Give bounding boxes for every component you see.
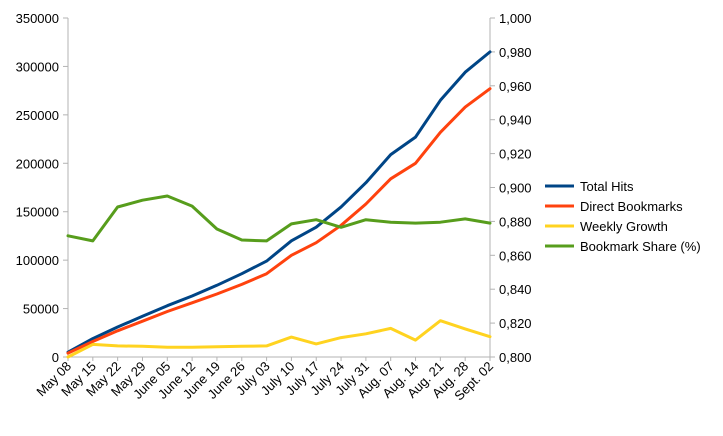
series-line-direct-bookmarks [66,87,492,355]
series-line-weekly-growth [66,319,492,359]
right-tick-label: 0,980 [499,45,532,60]
right-tick-label: 0,820 [499,316,532,331]
series-line-bookmark-share [66,194,492,243]
left-tick-label: 250000 [16,108,59,123]
left-tick-label: 50000 [23,302,59,317]
legend-label: Total Hits [580,179,634,194]
right-tick-label: 0,860 [499,248,532,263]
right-tick-label: 0,900 [499,181,532,196]
legend-label: Bookmark Share (%) [580,239,701,254]
legend-label: Direct Bookmarks [580,199,683,214]
right-tick-label: 0,940 [499,113,532,128]
right-tick-label: 0,960 [499,79,532,94]
right-tick-label: 0,840 [499,282,532,297]
legend-label: Weekly Growth [580,219,668,234]
right-tick-label: 1,000 [499,11,532,26]
left-tick-label: 200000 [16,156,59,171]
left-tick-label: 350000 [16,11,59,26]
left-tick-label: 0 [52,350,59,365]
left-tick-label: 100000 [16,253,59,268]
right-tick-label: 0,800 [499,350,532,365]
right-tick-label: 0,880 [499,214,532,229]
left-tick-label: 150000 [16,205,59,220]
series-lines [66,50,492,359]
legend: Total Hits Direct Bookmarks Weekly Growth B… [545,179,701,254]
right-tick-label: 0,920 [499,147,532,162]
series-line-total-hits [66,50,492,354]
left-tick-label: 300000 [16,59,59,74]
